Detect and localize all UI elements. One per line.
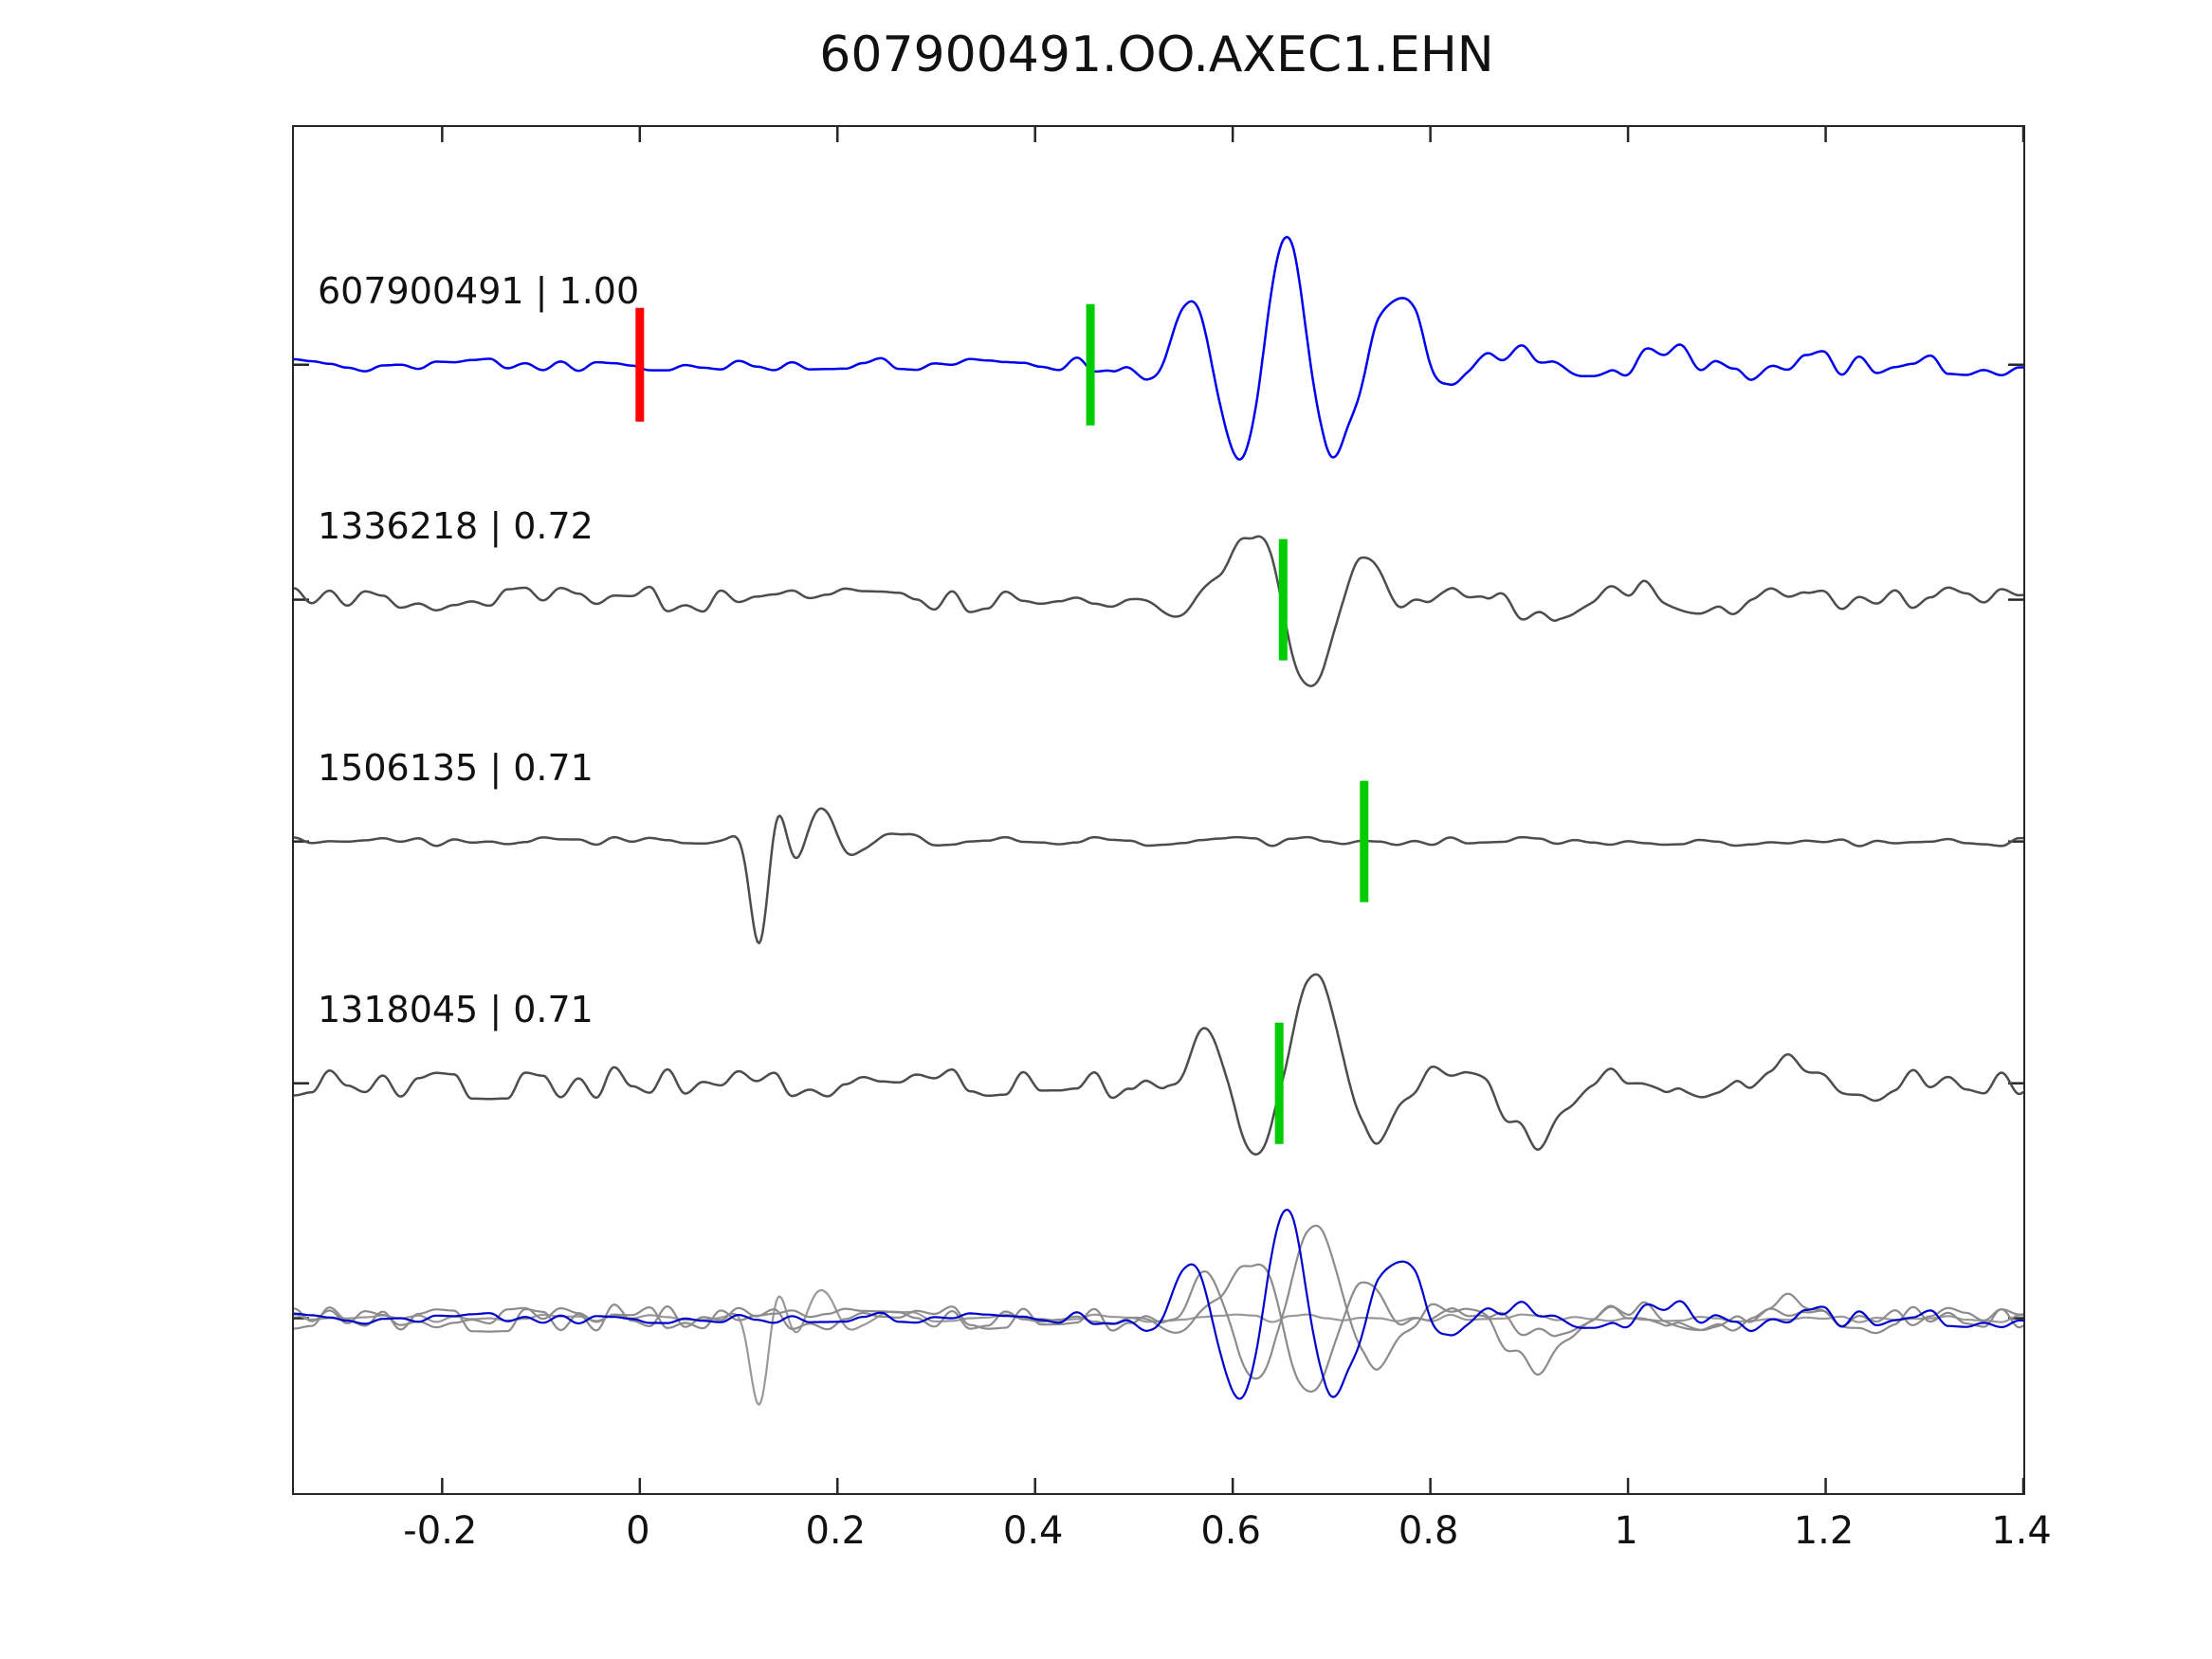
trace-path-607900491 <box>294 235 2023 461</box>
trace-label-1336218: 1336218 | 0.72 <box>318 504 594 547</box>
trace-label-1506135: 1506135 | 0.71 <box>318 746 594 789</box>
trace-path-1318045 <box>294 973 2023 1156</box>
overlay-path-1336218 <box>294 1263 2023 1394</box>
trace-label-607900491: 607900491 | 1.00 <box>318 269 640 312</box>
trace-path-1506135 <box>294 807 2023 945</box>
x-tick-label-1: 1 <box>1614 1509 1638 1553</box>
x-tick-label-0.6: 0.6 <box>1200 1509 1261 1553</box>
overlay-path-607900491 <box>294 1209 2023 1400</box>
overlay-path-1318045 <box>294 1224 2023 1380</box>
x-tick-label-0.4: 0.4 <box>1002 1509 1064 1553</box>
plot-area: 607900491 | 1.00 1336218 | 0.72 1506135 | … <box>292 125 2025 1495</box>
trace-label-1318045: 1318045 | 0.71 <box>318 988 594 1030</box>
x-tick-label-1.4: 1.4 <box>1991 1509 2052 1553</box>
overlay-path-1506135 <box>294 1288 2023 1406</box>
chart-title: 607900491.OO.AXEC1.EHN <box>819 27 1494 83</box>
x-tick-label-1.2: 1.2 <box>1793 1509 1855 1553</box>
waveform-canvas <box>294 127 2023 1493</box>
trace-path-1336218 <box>294 535 2023 687</box>
x-tick-label--0.2: -0.2 <box>403 1509 478 1553</box>
x-tick-label-0.8: 0.8 <box>1398 1509 1459 1553</box>
x-tick-label-0: 0 <box>626 1509 650 1553</box>
x-tick-label-0.2: 0.2 <box>805 1509 867 1553</box>
